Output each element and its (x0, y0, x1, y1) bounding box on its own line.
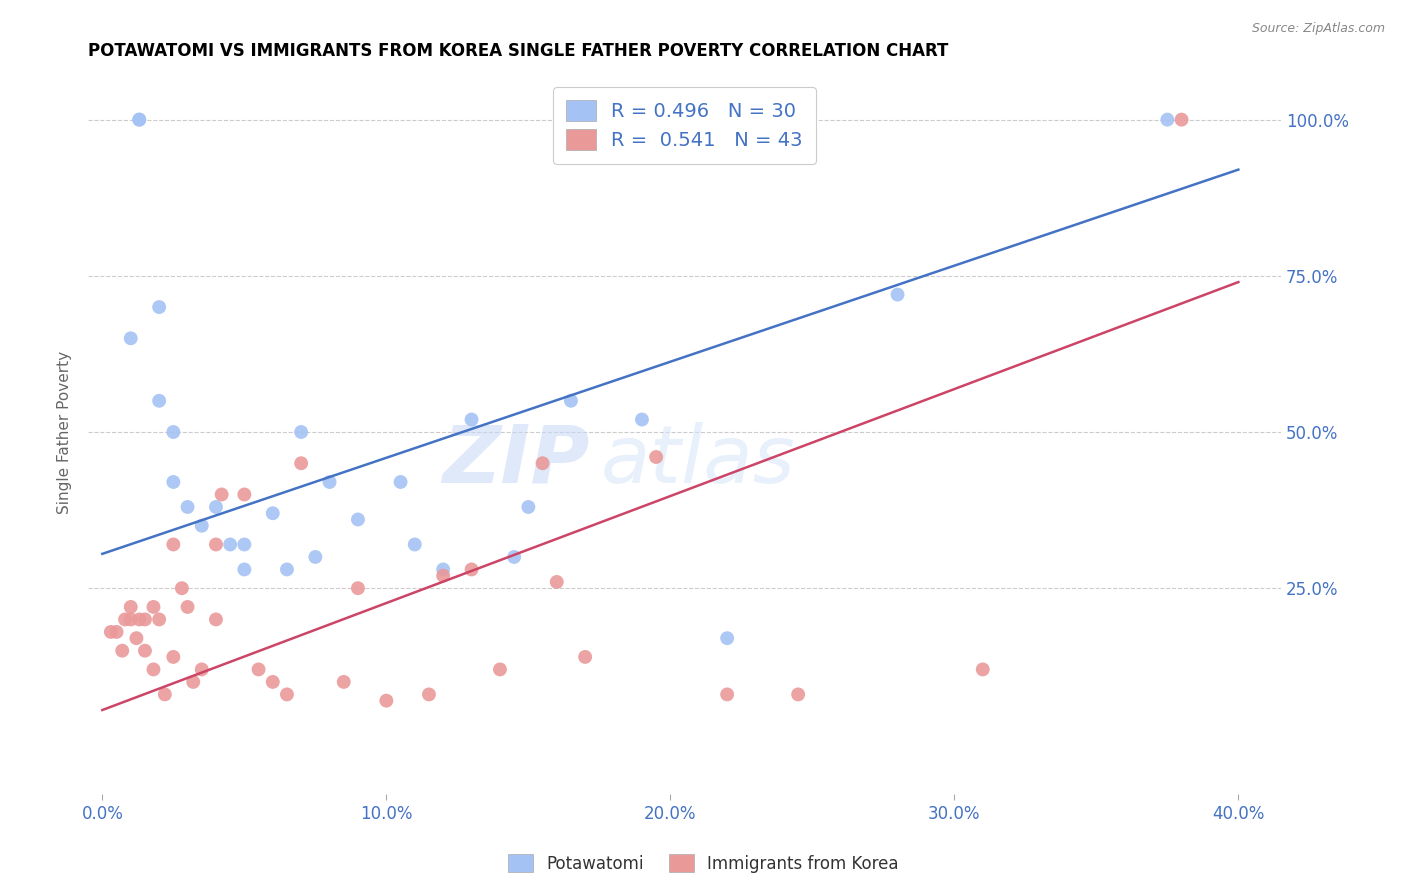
Point (211, 487, 233, 501)
Point (347, 512, 370, 526)
Point (432, 562, 454, 576)
Point (162, 649, 184, 664)
Point (148, 393, 170, 408)
Text: POTAWATOMI VS IMMIGRANTS FROM KOREA SINGLE FATHER POVERTY CORRELATION CHART: POTAWATOMI VS IMMIGRANTS FROM KOREA SING… (89, 42, 949, 60)
Point (1170, 112, 1192, 127)
Point (170, 581, 193, 595)
Point (262, 674, 284, 689)
Point (162, 425, 184, 439)
Point (128, 112, 150, 127)
Point (128, 612, 150, 626)
Point (176, 599, 198, 614)
Point (560, 393, 582, 408)
Point (181, 674, 204, 689)
Point (153, 687, 176, 701)
Point (205, 612, 228, 626)
Point (631, 412, 654, 426)
Point (262, 506, 284, 520)
Point (460, 412, 482, 426)
Point (125, 631, 148, 645)
Point (290, 456, 312, 470)
Point (233, 562, 256, 576)
Point (128, 112, 150, 127)
Y-axis label: Single Father Poverty: Single Father Poverty (58, 351, 72, 514)
Text: Source: ZipAtlas.com: Source: ZipAtlas.com (1251, 22, 1385, 36)
Point (162, 475, 184, 489)
Legend: R = 0.496   N = 30, R =  0.541   N = 43: R = 0.496 N = 30, R = 0.541 N = 43 (553, 87, 817, 164)
Point (276, 687, 298, 701)
Point (886, 287, 908, 301)
Point (375, 693, 398, 707)
Point (120, 331, 142, 345)
Point (460, 562, 482, 576)
Point (418, 687, 440, 701)
Point (574, 649, 596, 664)
Point (972, 662, 994, 676)
Point (219, 537, 242, 551)
Point (148, 300, 170, 314)
Point (489, 662, 512, 676)
Point (134, 643, 156, 657)
Point (114, 612, 136, 626)
Point (190, 518, 212, 533)
Point (233, 487, 256, 501)
Point (517, 500, 540, 514)
Point (276, 562, 298, 576)
Point (134, 612, 156, 626)
Point (716, 631, 738, 645)
Text: ZIP: ZIP (441, 422, 589, 500)
Point (546, 574, 568, 589)
Point (531, 456, 554, 470)
Point (190, 662, 212, 676)
Point (304, 549, 326, 564)
Point (290, 425, 312, 439)
Point (105, 624, 128, 639)
Point (1156, 112, 1178, 127)
Point (176, 500, 198, 514)
Point (205, 537, 228, 551)
Point (389, 475, 412, 489)
Point (503, 549, 526, 564)
Point (205, 500, 228, 514)
Point (111, 643, 134, 657)
Point (787, 687, 810, 701)
Legend: Potawatomi, Immigrants from Korea: Potawatomi, Immigrants from Korea (501, 847, 905, 880)
Point (404, 537, 426, 551)
Point (142, 599, 165, 614)
Point (332, 674, 354, 689)
Point (233, 537, 256, 551)
Point (148, 612, 170, 626)
Text: atlas: atlas (600, 422, 796, 500)
Point (347, 581, 370, 595)
Point (100, 624, 122, 639)
Point (120, 599, 142, 614)
Point (318, 475, 340, 489)
Point (716, 687, 738, 701)
Point (432, 568, 454, 582)
Point (645, 450, 668, 464)
Point (247, 662, 270, 676)
Point (120, 612, 142, 626)
Point (162, 537, 184, 551)
Point (142, 662, 165, 676)
